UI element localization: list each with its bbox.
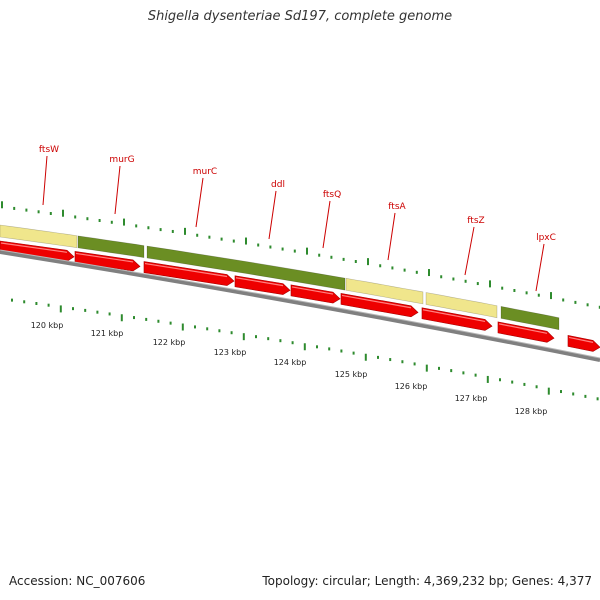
gene-label[interactable]: murC (193, 167, 217, 177)
cds-segment (345, 277, 424, 305)
kbp-label: 121 kbp (91, 329, 124, 338)
accession-label: Accession: NC_007606 (9, 574, 146, 588)
gene-leader-line (268, 190, 277, 240)
gene-leader-line (114, 165, 121, 215)
gene-arrow-highlight (291, 286, 334, 295)
gene-label[interactable]: ftsA (388, 202, 406, 212)
gene-arrow-highlight (235, 277, 284, 287)
gene-label[interactable]: ftsZ (467, 216, 484, 226)
kbp-label: 127 kbp (455, 394, 488, 403)
map-title: Shigella dysenteriae Sd197, complete gen… (147, 9, 453, 24)
cds-segment (0, 224, 78, 249)
gene-arrow-highlight (0, 242, 68, 253)
gene-arrow (234, 275, 291, 295)
gene-arrow (0, 240, 75, 262)
gene-label[interactable]: lpxC (536, 233, 556, 243)
gene-label[interactable]: ftsW (39, 145, 59, 155)
gene-leader-line (195, 177, 204, 228)
gene-arrow-highlight (422, 309, 486, 323)
kbp-label: 128 kbp (515, 407, 548, 416)
gene-leader-line (464, 226, 475, 276)
gene-label[interactable]: murG (109, 155, 134, 165)
gene-arrow-highlight (144, 262, 228, 278)
gene-labels: ftsW murG murC ddl ftsQ ftsA ftsZ lpxC (39, 145, 556, 292)
gene-arrow-highlight (341, 294, 412, 309)
gene-arrow (143, 261, 235, 286)
genome-backbone (0, 250, 600, 362)
kbp-label: 123 kbp (214, 348, 247, 357)
cds-segment (77, 235, 145, 258)
gene-arrow-highlight (568, 336, 594, 343)
gene-label[interactable]: ftsQ (323, 190, 341, 200)
gene-arrow-highlight (75, 252, 134, 263)
gene-label[interactable]: ddl (271, 180, 285, 190)
outer-tick-track (1, 201, 600, 309)
kbp-label: 124 kbp (274, 358, 307, 367)
gene-leader-line (322, 200, 331, 249)
kbp-label: 125 kbp (335, 370, 368, 379)
cds-segment (146, 245, 346, 291)
arrow-track (0, 240, 600, 352)
cds-track (0, 224, 560, 331)
kbp-label: 122 kbp (153, 338, 186, 347)
gene-leader-line (387, 212, 396, 261)
cds-segment (425, 292, 498, 319)
gene-leader-line (42, 155, 48, 206)
kbp-labels: 120 kbp 121 kbp 122 kbp 123 kbp 124 kbp 125 k… (31, 321, 548, 416)
gene-leader-line (535, 243, 545, 292)
inner-tick-track (11, 298, 599, 401)
gene-arrow-highlight (498, 323, 548, 334)
kbp-label: 126 kbp (395, 382, 428, 391)
genome-summary: Topology: circular; Length: 4,369,232 bp… (262, 574, 592, 588)
kbp-label: 120 kbp (31, 321, 64, 330)
cds-segment (500, 306, 560, 331)
genome-backbone-highlight (0, 249, 600, 359)
